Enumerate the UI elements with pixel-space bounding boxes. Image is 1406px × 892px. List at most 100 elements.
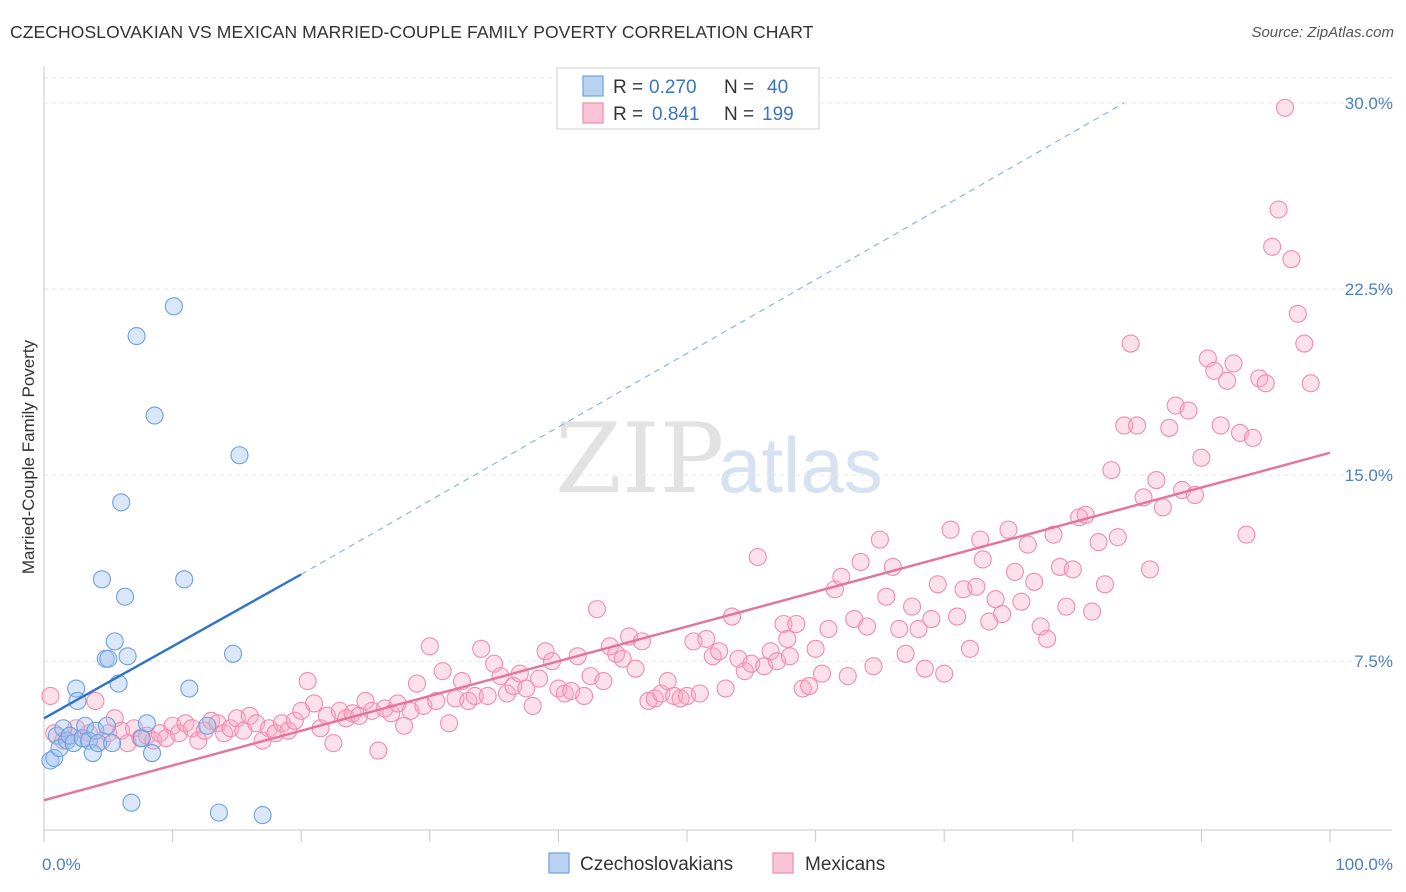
czech-point [88, 734, 108, 753]
legend-r-value-mexican: 0.841 [652, 104, 700, 125]
legend-swatch-czech [582, 75, 604, 97]
mexican-point [870, 530, 889, 549]
mexican-point [497, 684, 517, 703]
mexican-point [1147, 471, 1166, 490]
chart-title: CZECHOSLOVAKIAN VS MEXICAN MARRIED-COUPL… [10, 22, 814, 42]
czech-point [145, 406, 164, 425]
czech-point [122, 793, 141, 812]
mexican-point [240, 706, 259, 725]
mexican-point [935, 664, 954, 683]
mexican-point [1063, 560, 1082, 579]
mexican-point [1153, 498, 1172, 517]
mexican-point [433, 662, 452, 681]
mexican-point [1121, 334, 1140, 353]
czech-points [41, 297, 272, 825]
czech-point [76, 716, 95, 735]
mexican-point [1269, 200, 1288, 219]
czech-trend-extension [300, 102, 1125, 575]
legend-n-label-czech: N = [724, 77, 754, 98]
czech-point [180, 679, 199, 698]
mexican-point [1224, 354, 1243, 373]
mexican-point [877, 587, 896, 606]
mexican-point [967, 577, 986, 596]
czech-point [45, 748, 64, 768]
mexican-point [806, 639, 825, 658]
bottom-swatch-czech [548, 852, 570, 874]
mexican-point [838, 667, 857, 686]
legend-r-label-mexican: R = [613, 104, 643, 125]
mexican-point [690, 684, 709, 703]
mexican-point [305, 694, 324, 713]
mexican-point [1128, 416, 1147, 435]
mexican-point [1295, 334, 1314, 353]
mexican-point [1025, 572, 1044, 591]
bottom-legend-mexican: Mexicans [805, 854, 885, 875]
czech-point [112, 493, 131, 512]
mexican-point [716, 679, 735, 698]
mexican-point [594, 672, 613, 691]
mexican-point [819, 619, 838, 639]
mexican-point [1205, 361, 1224, 380]
source-label: Source: ZipAtlas.com [1251, 24, 1394, 41]
x-tick-label: 0.0% [42, 855, 81, 874]
mexican-point [1282, 250, 1301, 269]
gridlines [44, 77, 1392, 662]
legend-r-label-czech: R = [613, 77, 643, 98]
mexican-point [735, 662, 754, 681]
mexican-point [41, 686, 60, 706]
mexican-point [896, 644, 915, 663]
czech-trend-line [43, 573, 302, 720]
czech-point [137, 714, 156, 733]
czech-point [97, 716, 117, 735]
mexican-point [902, 597, 922, 616]
mexican-point [787, 614, 806, 634]
mexican-point [1275, 98, 1295, 117]
czech-point [142, 744, 162, 763]
mexican-point [427, 691, 446, 710]
mexican-point [478, 686, 497, 706]
y-tick-label: 22.5% [1345, 280, 1393, 299]
axes [43, 66, 1392, 842]
mexican-point [369, 741, 388, 760]
mexican-point [285, 711, 304, 730]
legend-swatch-mexican [582, 102, 604, 124]
mexican-point [1218, 371, 1237, 390]
mexican-point [465, 686, 484, 706]
mexican-point [658, 672, 677, 691]
mexican-point [851, 552, 870, 572]
legend-r-value-czech: 0.270 [649, 77, 697, 98]
mexican-point [1211, 416, 1230, 435]
mexican-point [1263, 237, 1282, 256]
mexican-point [1089, 533, 1108, 552]
mexican-point [948, 607, 967, 626]
mexican-point [420, 637, 439, 656]
mexican-point [1160, 418, 1179, 437]
watermark-atlas: atlas [718, 421, 883, 509]
mexican-point [587, 600, 607, 619]
mexican-point [857, 617, 877, 636]
czech-point [209, 803, 228, 822]
mexican-point [86, 691, 105, 710]
mexican-point [613, 649, 632, 668]
y-tick-label: 30.0% [1345, 94, 1393, 113]
mexican-point [774, 614, 793, 634]
mexican-point [472, 639, 491, 658]
x-tick-label: 100.0% [1335, 855, 1393, 874]
czech-point [127, 327, 146, 346]
mexican-point [189, 731, 208, 750]
mexican-point [986, 590, 1005, 609]
mexican-point [993, 605, 1012, 624]
mexican-point [915, 659, 934, 678]
mexican-point [1237, 525, 1256, 544]
mexican-point [1102, 461, 1121, 480]
bottom-swatch-mexican [772, 852, 794, 874]
czech-point [175, 570, 194, 589]
legend-n-value-mexican: 199 [762, 104, 794, 125]
mexican-point [1256, 374, 1275, 393]
mexican-point [1012, 592, 1031, 611]
czech-point [118, 647, 137, 666]
czech-point [64, 734, 83, 753]
mexican-point [298, 672, 317, 691]
mexican-point [395, 716, 414, 735]
